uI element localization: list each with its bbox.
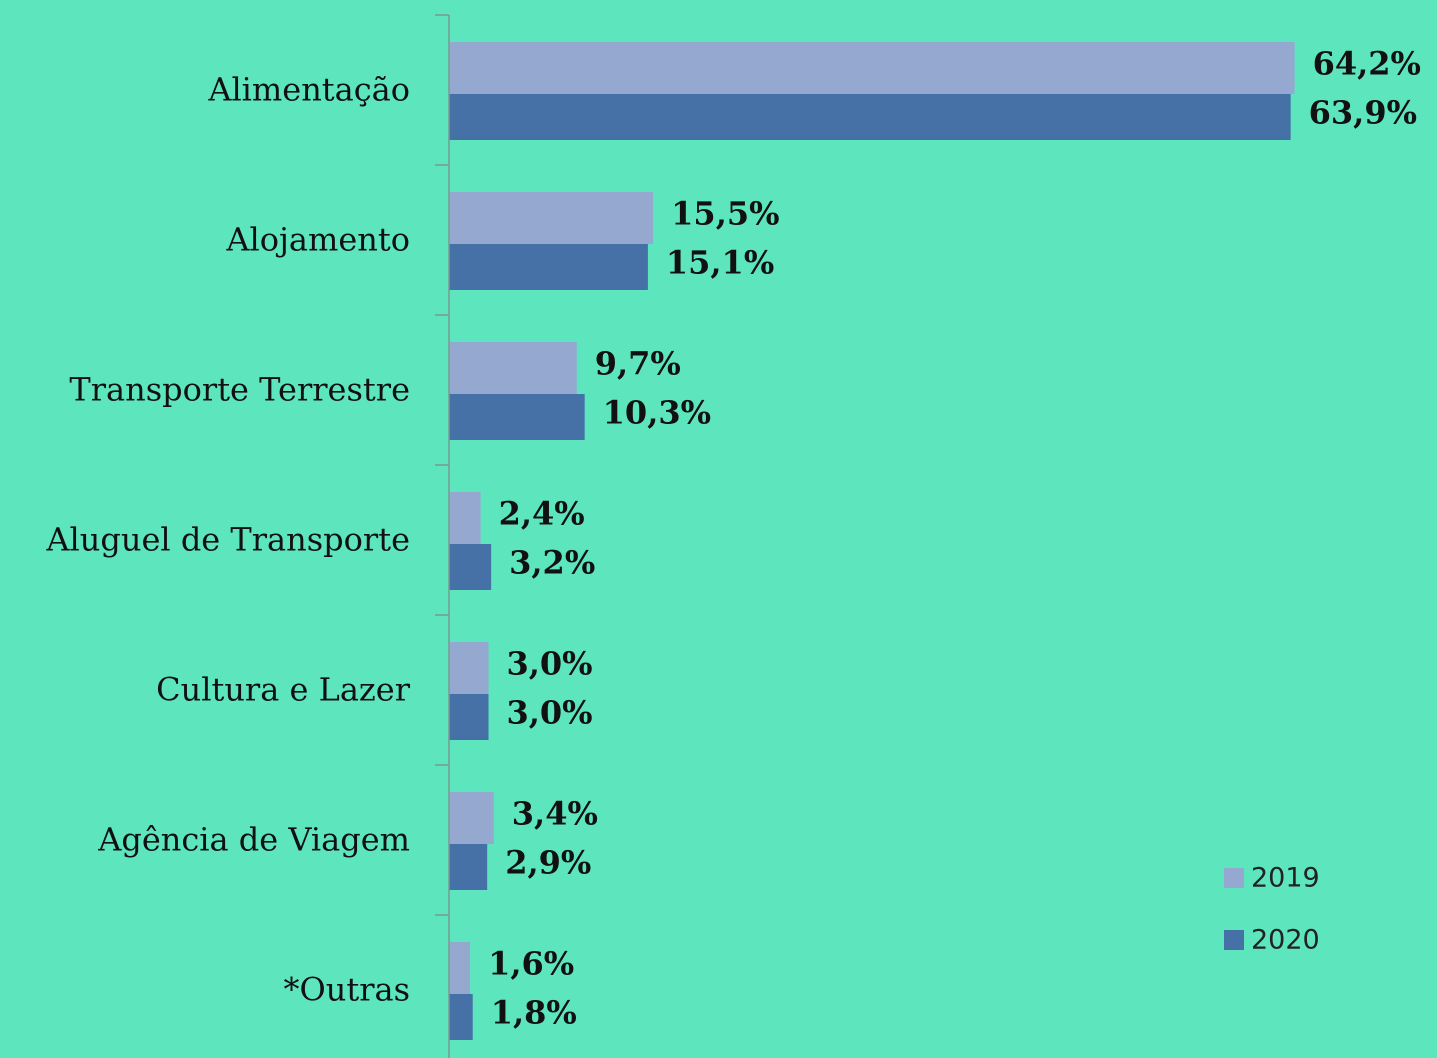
category-label: Agência de Viagem: [97, 821, 410, 859]
category-label: Aluguel de Transporte: [45, 521, 410, 559]
value-label: 1,6%: [488, 945, 574, 983]
category-label: Alimentação: [207, 71, 410, 109]
value-label: 10,3%: [603, 394, 711, 432]
value-label: 2,4%: [499, 495, 585, 533]
value-label: 1,8%: [491, 994, 577, 1032]
value-label: 3,0%: [507, 645, 593, 683]
bar: [449, 642, 489, 694]
bar: [449, 192, 654, 244]
bar: [449, 42, 1295, 94]
bar: [449, 694, 489, 740]
value-label: 3,0%: [507, 694, 593, 732]
bar: [449, 94, 1291, 140]
bar: [449, 942, 471, 994]
bar: [449, 994, 473, 1040]
bar: [449, 492, 481, 544]
category-label: *Outras: [284, 971, 411, 1009]
bar: [449, 792, 494, 844]
bar: [449, 544, 492, 590]
value-label: 64,2%: [1313, 45, 1421, 83]
legend-label: 2019: [1251, 863, 1320, 894]
legend-swatch: [1224, 930, 1244, 950]
value-label: 3,2%: [509, 544, 595, 582]
value-label: 63,9%: [1309, 94, 1417, 132]
value-label: 3,4%: [512, 795, 598, 833]
value-label: 15,1%: [666, 244, 774, 282]
legend-label: 2020: [1251, 925, 1320, 956]
bar: [449, 342, 577, 394]
category-label: Alojamento: [225, 221, 410, 259]
category-label: Cultura e Lazer: [156, 671, 411, 709]
bar: [449, 844, 488, 890]
category-label: Transporte Terrestre: [69, 371, 410, 409]
bar: [449, 244, 648, 290]
value-label: 15,5%: [671, 195, 779, 233]
bar: [449, 394, 585, 440]
legend-swatch: [1224, 868, 1244, 888]
value-label: 2,9%: [505, 844, 591, 882]
value-label: 9,7%: [595, 345, 681, 383]
